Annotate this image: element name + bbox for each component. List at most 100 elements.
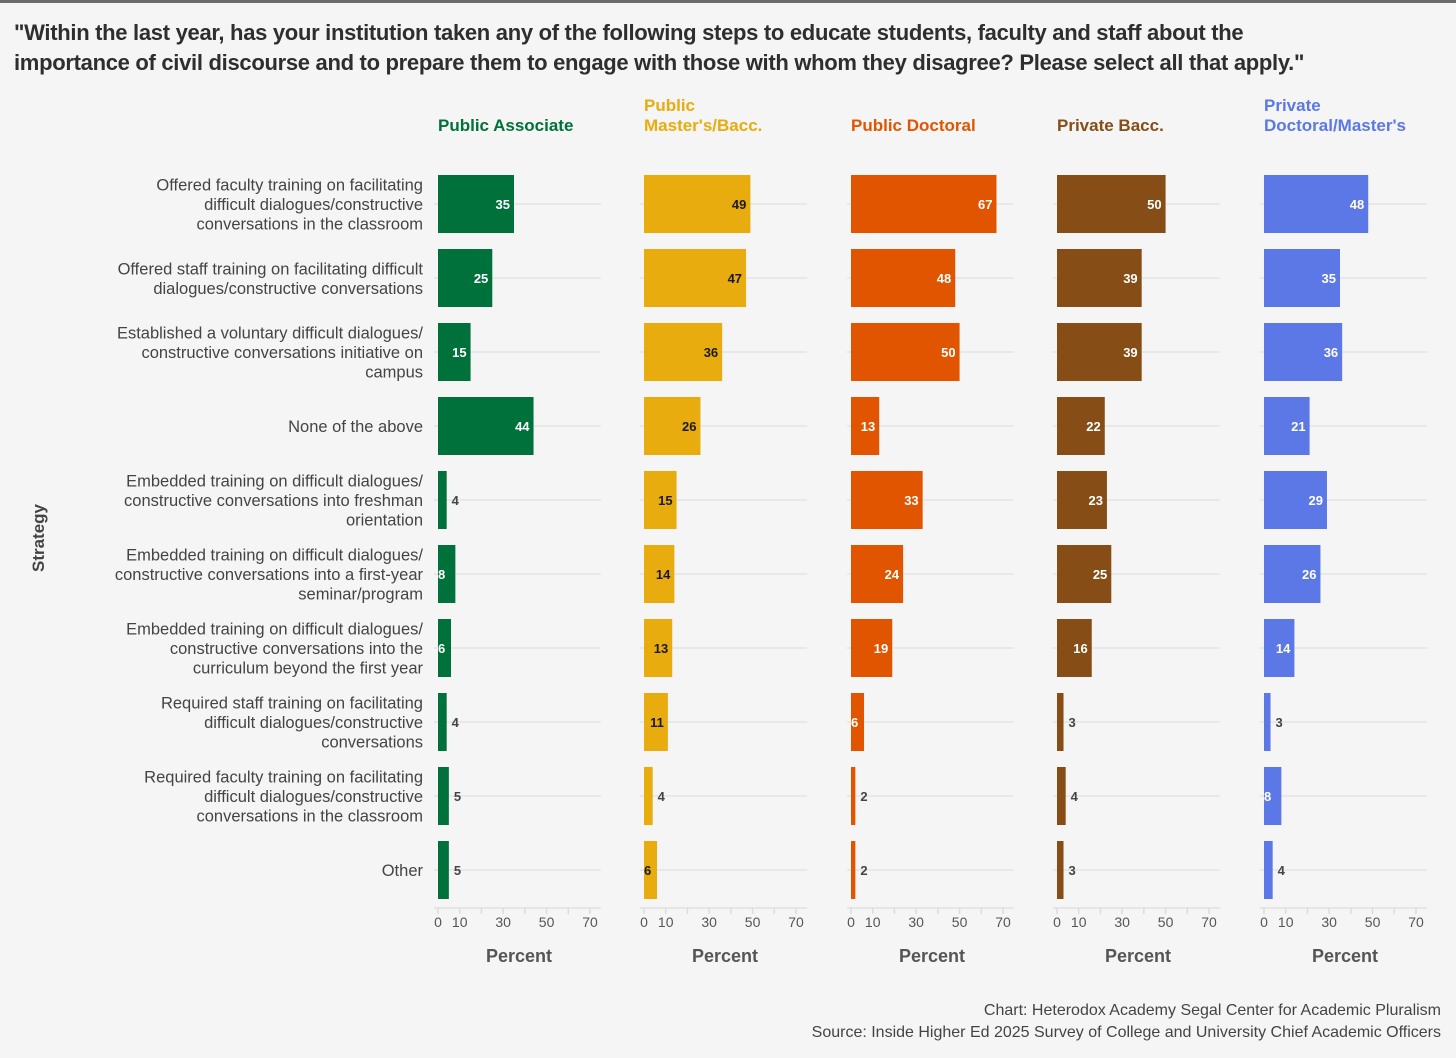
bar [1057, 545, 1112, 603]
x-axis-title: Percent [486, 946, 552, 966]
x-tick-label: 70 [995, 914, 1011, 930]
x-tick-label: 10 [658, 914, 674, 930]
category-label: Other [382, 862, 424, 880]
x-tick-label: 0 [847, 914, 855, 930]
bar [644, 323, 723, 381]
category-label: constructive conversations into freshman [124, 492, 423, 510]
category-label: conversations in the classroom [196, 216, 423, 234]
bar [1057, 249, 1142, 307]
bar [851, 841, 856, 899]
data-label: 3 [1069, 715, 1076, 730]
data-label: 39 [1123, 345, 1137, 360]
data-label: 16 [1073, 641, 1087, 656]
bar [1264, 175, 1369, 233]
data-label: 6 [438, 641, 445, 656]
data-label: 6 [644, 863, 651, 878]
bar [438, 175, 514, 233]
category-label: Offered faculty training on facilitating [156, 177, 423, 195]
bar [644, 767, 653, 825]
bar [438, 249, 493, 307]
bar [851, 323, 960, 381]
data-label: 36 [1324, 345, 1338, 360]
bar [851, 249, 956, 307]
category-label: difficult dialogues/constructive [204, 196, 423, 214]
bar [438, 397, 534, 455]
title-line-1: "Within the last year, has your institut… [14, 20, 1244, 45]
bar [438, 471, 447, 529]
bar [1264, 619, 1295, 677]
bar [851, 397, 880, 455]
x-tick-label: 50 [1158, 914, 1174, 930]
data-label: 4 [452, 493, 460, 508]
data-label: 25 [1093, 567, 1107, 582]
category-label: constructive conversations into a first-… [115, 566, 424, 584]
bar [1264, 397, 1310, 455]
data-label: 35 [1322, 271, 1336, 286]
panel-title: Public [644, 96, 695, 115]
x-tick-label: 50 [952, 914, 968, 930]
bar [644, 841, 658, 899]
x-tick-label: 10 [1278, 914, 1294, 930]
bar [1057, 693, 1064, 751]
x-tick-label: 30 [908, 914, 924, 930]
y-axis-title: Strategy [29, 503, 48, 572]
x-axis-title: Percent [692, 946, 758, 966]
bar [851, 619, 893, 677]
data-label: 2 [860, 863, 867, 878]
category-label: Embedded training on difficult dialogues… [126, 473, 423, 491]
data-label: 35 [496, 197, 510, 212]
data-label: 47 [728, 271, 742, 286]
panel-title: Public Doctoral [851, 116, 976, 135]
category-label: Embedded training on difficult dialogues… [126, 547, 423, 565]
x-tick-label: 50 [539, 914, 555, 930]
bar [644, 249, 747, 307]
data-label: 8 [1264, 789, 1271, 804]
bar [438, 693, 447, 751]
x-tick-label: 0 [640, 914, 648, 930]
bar [1264, 323, 1343, 381]
x-tick-label: 30 [1114, 914, 1130, 930]
caption-source: Source: Inside Higher Ed 2025 Survey of … [811, 1024, 1441, 1041]
data-label: 6 [851, 715, 858, 730]
category-label: Required faculty training on facilitatin… [144, 769, 423, 787]
chart-title: "Within the last year, has your institut… [14, 18, 1444, 78]
bar [1057, 175, 1166, 233]
x-tick-label: 0 [1053, 914, 1061, 930]
data-label: 4 [1071, 789, 1079, 804]
category-label: campus [365, 364, 423, 382]
x-tick-label: 50 [745, 914, 761, 930]
bar [644, 397, 701, 455]
chart-caption: Chart: Heterodox Academy Segal Center fo… [812, 1000, 1441, 1044]
bar [851, 175, 997, 233]
data-label: 29 [1309, 493, 1323, 508]
data-label: 14 [1276, 641, 1291, 656]
bar [438, 619, 452, 677]
data-label: 3 [1276, 715, 1283, 730]
panel-title: Private Bacc. [1057, 116, 1164, 135]
category-label: dialogues/constructive conversations [153, 280, 423, 298]
x-tick-label: 30 [701, 914, 717, 930]
bar [1057, 619, 1092, 677]
x-tick-label: 70 [1201, 914, 1217, 930]
x-tick-label: 10 [452, 914, 468, 930]
x-axis-title: Percent [1312, 946, 1378, 966]
data-label: 13 [654, 641, 668, 656]
panel-title: Master's/Bacc. [644, 116, 762, 135]
bar [1264, 841, 1273, 899]
x-axis-title: Percent [899, 946, 965, 966]
bar [644, 693, 668, 751]
data-label: 4 [658, 789, 666, 804]
bar [851, 545, 904, 603]
x-tick-label: 30 [495, 914, 511, 930]
data-label: 21 [1291, 419, 1305, 434]
category-label: Embedded training on difficult dialogues… [126, 621, 423, 639]
panel-title: Public Associate [438, 116, 573, 135]
data-label: 15 [452, 345, 466, 360]
category-label: difficult dialogues/constructive [204, 788, 423, 806]
bar [644, 471, 677, 529]
bar [1057, 841, 1064, 899]
panel-title: Doctoral/Master's [1264, 116, 1406, 135]
bar [438, 841, 449, 899]
top-border [0, 0, 1456, 3]
bar [1264, 693, 1271, 751]
